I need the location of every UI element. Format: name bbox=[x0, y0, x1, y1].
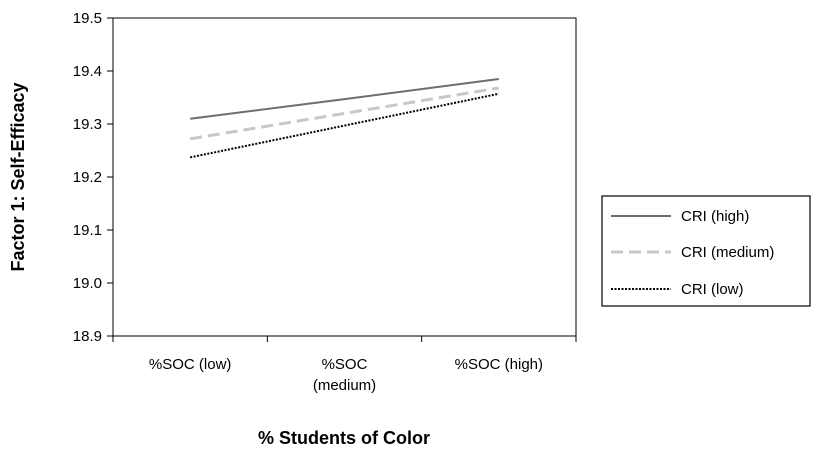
x-axis-title: % Students of Color bbox=[258, 428, 430, 448]
x-tick-label: %SOC (high) bbox=[455, 356, 543, 373]
x-axis-ticks: %SOC (low) %SOC (medium) %SOC (high) bbox=[112, 336, 577, 394]
y-axis-ticks: 19.5 19.4 19.3 19.2 19.1 19.0 18.9 bbox=[73, 10, 113, 345]
y-axis-title: Factor 1: Self-Efficacy bbox=[8, 82, 28, 271]
legend-label: CRI (high) bbox=[681, 208, 749, 225]
y-tick-label: 19.5 bbox=[73, 10, 102, 27]
x-tick-label: (medium) bbox=[313, 377, 376, 394]
series-line-0 bbox=[190, 77, 499, 120]
series-lines bbox=[189, 77, 500, 159]
y-tick-label: 19.1 bbox=[73, 222, 102, 239]
y-tick-label: 19.0 bbox=[73, 275, 102, 292]
legend: CRI (high) CRI (medium) CRI (low) bbox=[601, 195, 811, 307]
y-tick-label: 19.3 bbox=[73, 116, 102, 133]
x-tick-label: %SOC bbox=[322, 356, 368, 373]
legend-label: CRI (low) bbox=[681, 281, 744, 298]
x-tick-label: %SOC (low) bbox=[149, 356, 232, 373]
series-line-2 bbox=[189, 92, 500, 159]
y-tick-label: 19.4 bbox=[73, 63, 102, 80]
y-tick-label: 18.9 bbox=[73, 328, 102, 345]
plot-area bbox=[112, 17, 577, 337]
legend-label: CRI (medium) bbox=[681, 244, 774, 261]
y-tick-label: 19.2 bbox=[73, 169, 102, 186]
series-line-1 bbox=[189, 86, 500, 141]
